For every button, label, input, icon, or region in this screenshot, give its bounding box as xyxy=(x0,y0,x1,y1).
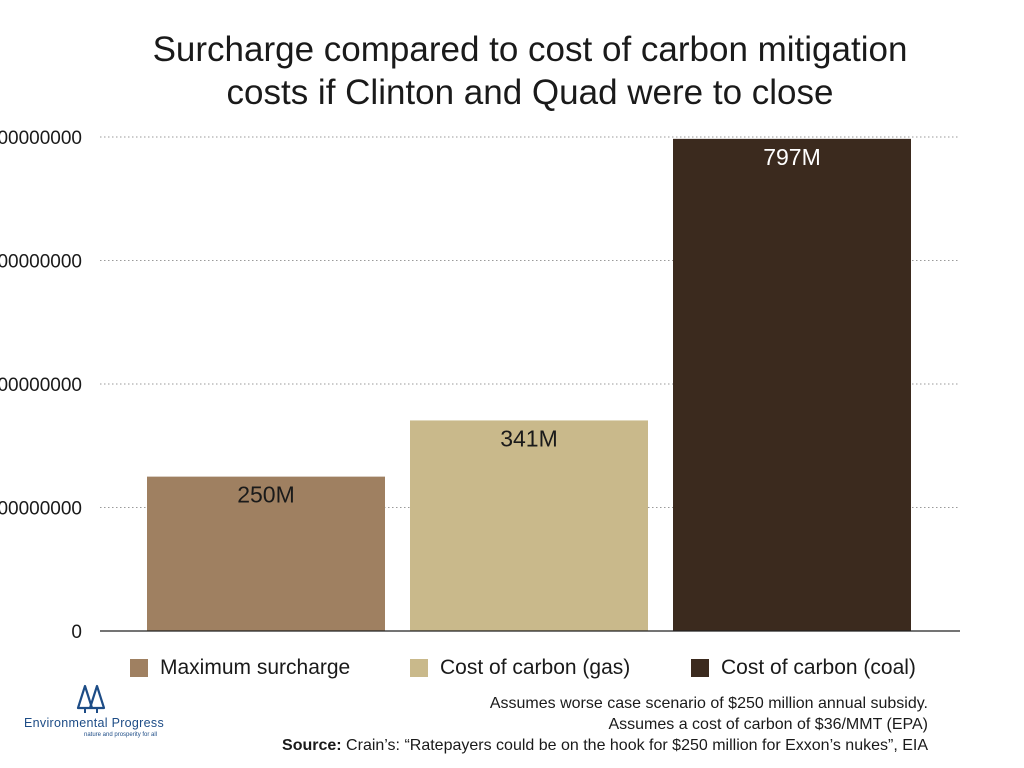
chart-title: Surcharge compared to cost of carbon mit… xyxy=(0,28,1024,114)
logo-name: Environmental Progress xyxy=(24,716,164,730)
legend-swatch-cost-of-carbon-gas xyxy=(410,659,428,677)
chart-notes: Assumes worse case scenario of $250 mill… xyxy=(282,693,928,756)
legend-item-cost-of-carbon-gas: Cost of carbon (gas) xyxy=(410,656,630,680)
note-subsidy: Assumes worse case scenario of $250 mill… xyxy=(489,695,928,712)
chart-title-line-2: costs if Clinton and Quad were to close xyxy=(226,73,834,112)
note-source: Source: Crain’s: “Ratepayers could be on… xyxy=(282,735,928,756)
trees-icon xyxy=(76,684,106,713)
chart-title-line-1: Surcharge compared to cost of carbon mit… xyxy=(152,30,908,69)
legend-label-cost-of-carbon-gas: Cost of carbon (gas) xyxy=(440,656,631,679)
y-tick-label-4: 00000000 xyxy=(0,128,82,149)
bar-0 xyxy=(147,476,385,631)
legend-label-maximum-surcharge: Maximum surcharge xyxy=(160,656,351,679)
chart-legend: Maximum surcharge Cost of carbon (gas) C… xyxy=(0,656,1024,684)
note-carbon-cost: Assumes a cost of carbon of $36/MMT (EPA… xyxy=(608,716,928,733)
logo-tagline: nature and prosperity for all xyxy=(84,732,158,738)
legend-swatch-maximum-surcharge xyxy=(130,659,148,677)
source-label: Source: xyxy=(282,737,342,754)
legend-item-cost-of-carbon-coal: Cost of carbon (coal) xyxy=(691,656,916,680)
source-text: Crain’s: “Ratepayers could be on the hoo… xyxy=(341,737,928,754)
bar-1 xyxy=(410,420,648,631)
data-label-2: 797M xyxy=(763,144,821,170)
bar-chart: 000000000000000000000000000000000250M341… xyxy=(0,128,960,643)
y-tick-label-0: 0 xyxy=(71,622,82,643)
data-label-1: 341M xyxy=(500,425,558,451)
legend-swatch-cost-of-carbon-coal xyxy=(691,659,709,677)
bar-2 xyxy=(673,138,911,632)
legend-item-maximum-surcharge: Maximum surcharge xyxy=(130,656,350,680)
y-tick-label-2: 00000000 xyxy=(0,375,82,396)
data-label-0: 250M xyxy=(237,482,295,508)
legend-label-cost-of-carbon-coal: Cost of carbon (coal) xyxy=(721,656,916,679)
y-tick-label-3: 00000000 xyxy=(0,252,82,273)
y-tick-label-1: 00000000 xyxy=(0,499,82,520)
